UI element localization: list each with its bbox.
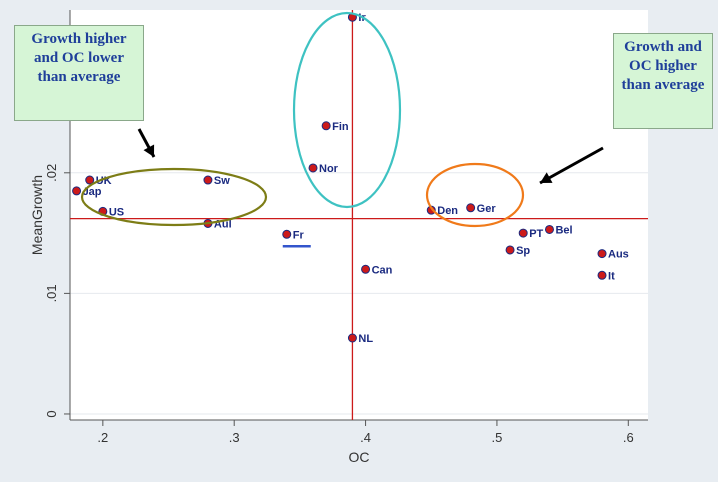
annotation-text-left: Growth higher and OC lower than average [31,31,127,85]
x-ticks: .2 .3 .4 .5 .6 [97,420,634,445]
x-axis-label: OC [349,449,370,465]
point-label: Ger [477,203,497,215]
annotation-arrows [137,128,604,185]
point-label: US [109,206,124,218]
point-label: Can [372,264,393,276]
data-point-sw: Sw [203,175,230,187]
point-marker [85,175,95,185]
point-marker [518,228,528,238]
point-marker [597,249,607,259]
data-point-nl: NL [347,333,373,345]
annotation-box-left: Growth higher and OC lower than average [14,25,144,121]
point-label: It [608,270,615,282]
point-label: Sw [214,175,230,187]
data-point-nor: Nor [308,163,339,175]
highlight-ellipse-left [80,167,268,227]
point-marker [544,224,554,234]
data-point-ger: Ger [466,203,497,215]
gridlines [70,172,648,415]
point-marker [321,121,331,131]
data-point-can: Can [361,264,393,276]
point-marker [361,264,371,274]
x-tick-label-0: .2 [97,430,108,445]
point-marker [597,270,607,280]
x-tick-label-3: .5 [492,430,503,445]
point-marker [72,186,82,196]
point-label: Fr [293,229,305,241]
x-tick-label-2: .4 [360,430,371,445]
y-tick-label-2: .02 [44,164,59,182]
arrow-left [137,128,156,158]
y-tick-label-0: 0 [44,410,59,417]
data-point-bel: Bel [544,224,573,236]
data-point-sp: Sp [505,245,530,257]
point-marker [203,175,213,185]
point-label: Nor [319,163,339,175]
point-marker [347,333,357,343]
y-axis-label: MeanGrowth [29,175,45,255]
data-point-fin: Fin [321,121,349,133]
point-label: Den [437,205,458,217]
point-label: NL [358,333,373,345]
data-point-jap: Jap [72,186,102,198]
point-label: Sp [516,245,530,257]
point-marker [505,245,515,255]
annotation-box-right: Growth and OC higher than average [613,33,713,129]
x-tick-label-4: .6 [623,430,634,445]
point-label: Aus [608,249,629,261]
arrow-right [539,146,604,185]
point-label: Bel [555,224,572,236]
data-point-aus: Aus [597,249,629,261]
point-label: Jap [83,186,102,198]
plot-area [70,10,648,420]
data-point-it: It [597,270,615,282]
point-marker [466,203,476,213]
point-label: Fin [332,121,349,133]
point-marker [282,229,292,239]
point-label: PT [529,228,543,240]
highlight-ellipse-middle [292,11,402,209]
point-marker [308,163,318,173]
y-ticks: 0 .01 .02 [44,164,70,418]
data-point-pt: PT [518,228,544,240]
y-tick-label-1: .01 [44,284,59,302]
annotation-text-right: Growth and OC higher than average [621,39,705,93]
data-point-fr: Fr [282,229,305,241]
x-tick-label-1: .3 [229,430,240,445]
highlight-ellipse-right [425,162,525,228]
data-point-den: Den [426,205,458,217]
